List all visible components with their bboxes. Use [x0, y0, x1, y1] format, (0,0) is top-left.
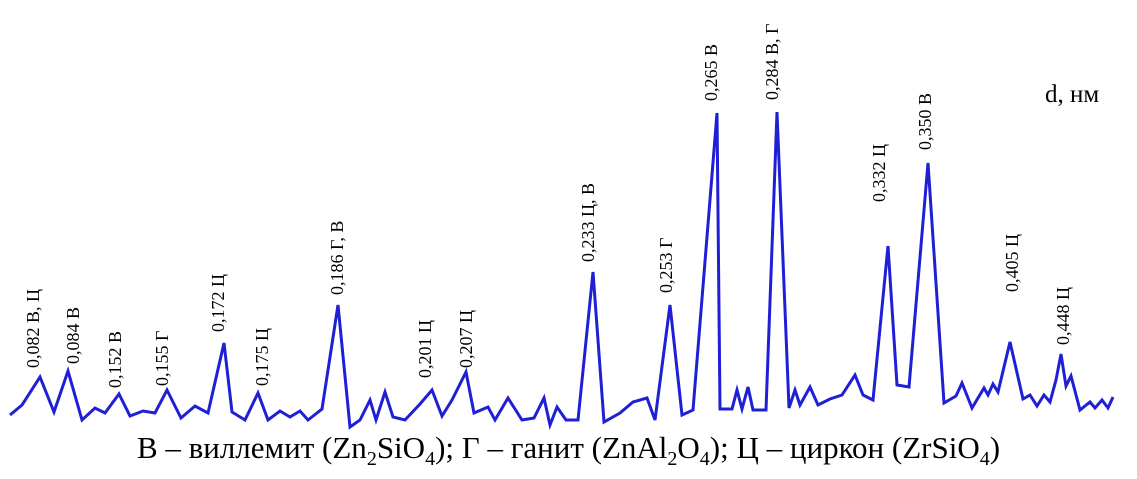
legend-item: В – виллемит (Zn2SiO4) — [136, 430, 446, 471]
peak-label: 0,201 Ц — [415, 320, 435, 378]
peak-label: 0,155 Г — [152, 331, 172, 386]
peak-label: 0,186 Г, В — [327, 221, 347, 295]
peak-label: 0,350 В — [915, 93, 935, 150]
peak-label: 0,284 В, Г — [762, 24, 782, 100]
peak-label: 0,405 Ц — [1002, 234, 1022, 292]
peak-labels: 0,082 В, Ц 0,084 В 0,152 В 0,155 Г 0,172 Ц 0,… — [23, 24, 1073, 388]
peak-label: 0,084 В — [63, 307, 83, 364]
peak-label: 0,265 В — [701, 44, 721, 101]
axis-unit-label: d, нм — [1045, 81, 1099, 108]
peak-label: 0,172 Ц — [208, 274, 228, 332]
diffraction-pattern-line — [9, 111, 1115, 431]
peak-label: 0,207 Ц — [456, 310, 476, 368]
peak-label: 0,175 Ц — [252, 328, 272, 386]
peak-label: 0,448 Ц — [1053, 287, 1073, 345]
peak-label: 0,082 В, Ц — [23, 289, 43, 368]
peak-label: 0,253 Г — [656, 238, 676, 293]
legend-item: Г – ганит (ZnAl2O4) — [461, 430, 721, 471]
peak-label: 0,152 В — [105, 331, 125, 388]
peak-label: 0,233 Ц, В — [578, 183, 598, 262]
peak-label: 0,332 Ц — [869, 144, 889, 202]
legend-item: Ц – циркон (ZrSiO4) — [736, 430, 1001, 471]
legend: В – виллемит (Zn2SiO4); Г – ганит (ZnAl2… — [136, 430, 1001, 471]
